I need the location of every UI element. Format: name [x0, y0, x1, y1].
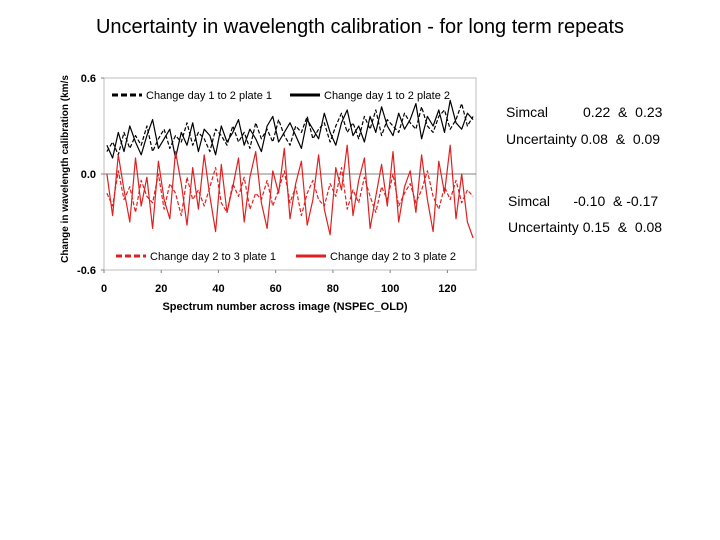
x-tick-label: 40: [212, 283, 224, 295]
legend-label-2: Change day 1 to 2 plate 2: [324, 90, 450, 102]
x-tick-label: 80: [327, 283, 339, 295]
y-tick-label: 0.0: [81, 169, 96, 181]
x-tick-label: 60: [270, 283, 282, 295]
series-line-4: [106, 144, 474, 239]
slide-title: Uncertainty in wavelength calibration - …: [95, 16, 625, 38]
annotation-plate1-simcal: Simcal 0.22 & 0.23: [506, 104, 663, 120]
y-axis-label: Change in wavelength calibration (km/s: [60, 75, 71, 263]
legend-label-4: Change day 2 to 3 plate 2: [330, 251, 456, 263]
annotation-plate1-uncertainty: Uncertainty 0.08 & 0.09: [506, 131, 661, 147]
annotation-plate2-uncertainty: Uncertainty 0.15 & 0.08: [508, 219, 663, 235]
legend-label-1: Change day 1 to 2 plate 1: [146, 90, 272, 102]
x-axis-label: Spectrum number across image (NSPEC_OLD): [162, 301, 407, 313]
series-line-1: [106, 102, 474, 156]
x-tick-label: 120: [438, 283, 456, 295]
x-tick-label: 20: [155, 283, 167, 295]
series-line-3: [106, 167, 474, 217]
series-line-2: [106, 99, 474, 159]
legend-label-3: Change day 2 to 3 plate 1: [150, 251, 276, 263]
y-tick-label: -0.6: [77, 265, 96, 277]
x-tick-label: 100: [381, 283, 399, 295]
annotation-plate2-simcal: Simcal -0.10 & -0.17: [508, 193, 659, 209]
x-tick-label: 0: [101, 283, 107, 295]
y-tick-label: 0.6: [81, 73, 96, 85]
